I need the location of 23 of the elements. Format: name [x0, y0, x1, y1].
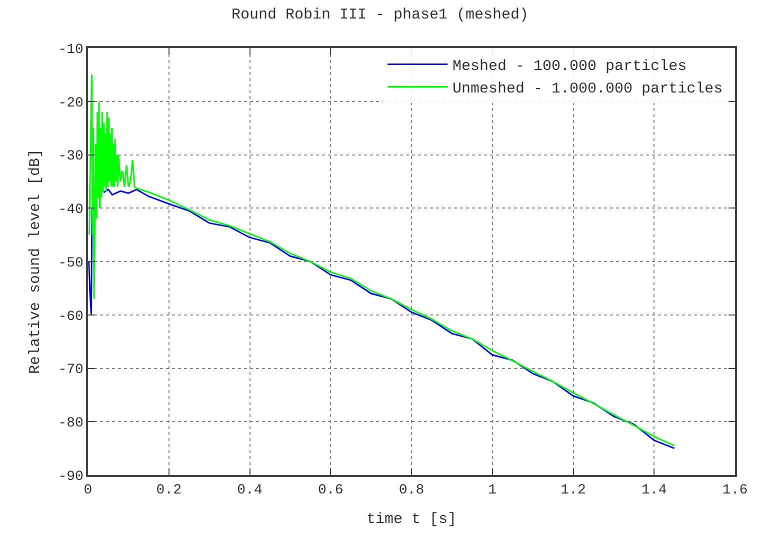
x-tick-label: 0	[84, 482, 92, 499]
x-axis-title: time t [s]	[366, 511, 457, 528]
y-axis-title: Relative sound level [dB]	[26, 148, 44, 374]
legend-label: Meshed - 100.000 particles	[452, 58, 687, 76]
y-tick-label: -50	[58, 255, 84, 272]
x-tick-label: 1.4	[642, 482, 667, 499]
y-tick-label: -90	[58, 468, 84, 485]
x-tick-label: 0.2	[156, 482, 182, 499]
y-tick-label: -20	[58, 95, 84, 112]
y-tick-label: -60	[58, 308, 84, 325]
y-tick-label: -40	[58, 202, 84, 218]
x-tick-label: 0.8	[398, 482, 424, 499]
x-tick-label: 0.6	[318, 482, 344, 499]
x-tick-label: 1.6	[722, 482, 748, 499]
y-tick-label: -80	[58, 416, 84, 432]
legend-label: Unmeshed - 1.000.000 particles	[452, 80, 723, 98]
x-tick-label: 1	[488, 482, 497, 499]
x-tick-label: 0.4	[237, 482, 262, 499]
chart-title: Round Robin III - phase1 (meshed)	[231, 6, 529, 24]
x-tick-label: 1.2	[560, 482, 586, 499]
y-tick-label: -10	[58, 42, 84, 58]
y-tick-label: -30	[58, 148, 84, 165]
y-tick-label: -70	[58, 362, 84, 378]
